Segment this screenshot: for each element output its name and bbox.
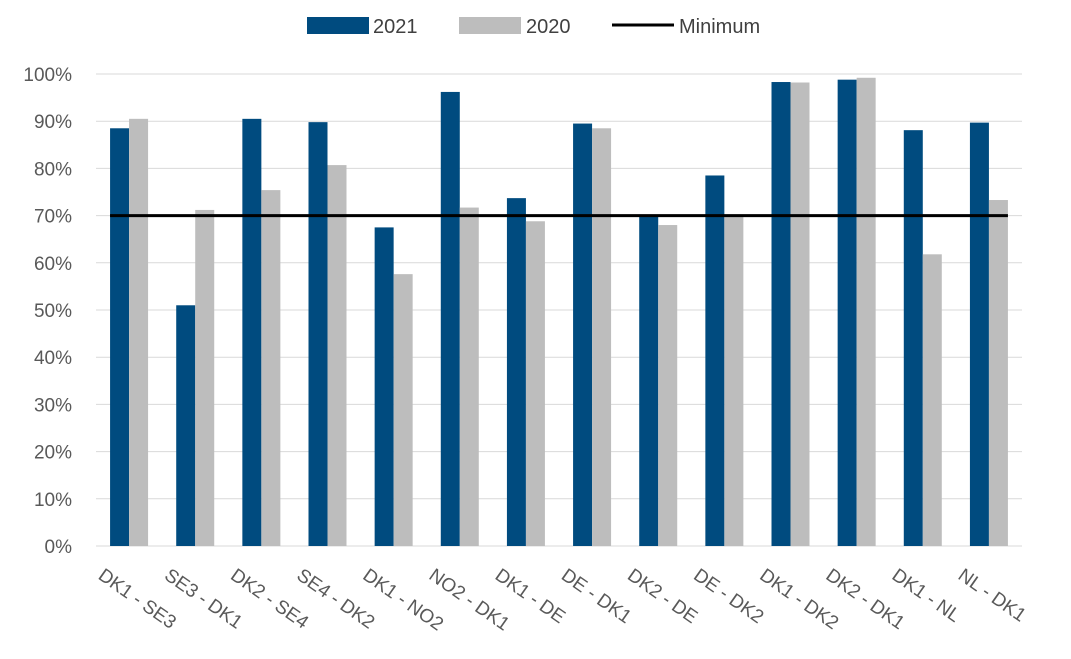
- y-tick-label: 70%: [34, 207, 72, 228]
- bar-2020: [525, 221, 545, 546]
- bar-2021: [506, 198, 526, 547]
- bar-2020: [261, 190, 281, 546]
- y-tick-label: 100%: [23, 65, 72, 86]
- bar-2021: [176, 305, 196, 546]
- bar-2021: [705, 175, 725, 547]
- bar-2020: [459, 207, 479, 547]
- x-category-label: DK2 - DE: [623, 565, 701, 628]
- bar-2021: [573, 123, 593, 546]
- x-category-label: NL - DK1: [954, 565, 1029, 627]
- y-tick-label: 20%: [34, 443, 72, 464]
- legend-swatch-2021: [307, 17, 369, 34]
- bar-2020: [327, 165, 347, 546]
- bar-2020: [195, 209, 215, 546]
- y-tick-label: 10%: [34, 490, 72, 511]
- x-category-label: DE - DK2: [689, 565, 767, 628]
- y-tick-label: 40%: [34, 348, 72, 369]
- bar-2020: [988, 200, 1008, 547]
- bar-2020: [724, 217, 744, 547]
- y-tick-label: 30%: [34, 395, 72, 416]
- legend-label-2020: 2020: [526, 16, 571, 38]
- bar-2021: [771, 82, 791, 547]
- bar-2020: [922, 254, 942, 546]
- gridlines: [96, 73, 1022, 547]
- bar-2021: [639, 216, 659, 546]
- y-tick-label: 50%: [34, 301, 72, 322]
- bar-2021: [110, 128, 130, 546]
- y-tick-label: 0%: [45, 537, 73, 558]
- bar-2021: [440, 91, 460, 546]
- bar-2020: [592, 128, 612, 546]
- y-tick-label: 60%: [34, 254, 72, 275]
- y-axis-tick-labels: 0% 10% 20% 30% 40% 50% 60% 70% 80% 90% 100%: [23, 65, 72, 558]
- bar-2021: [308, 122, 328, 547]
- bar-2020: [658, 225, 678, 547]
- bars: [110, 77, 1008, 547]
- bar-2021: [903, 130, 923, 546]
- bar-2021: [374, 227, 394, 546]
- bar-2021: [837, 79, 857, 546]
- bar-2020: [129, 118, 149, 546]
- legend-label-minimum: Minimum: [679, 16, 760, 38]
- bar-2020: [790, 82, 810, 546]
- bar-2020: [856, 77, 876, 546]
- bar-2020: [393, 274, 413, 546]
- legend: 2021 2020 Minimum: [307, 16, 760, 38]
- legend-swatch-2020: [459, 17, 521, 34]
- bar-2021: [242, 118, 262, 546]
- x-category-label: DE - DK1: [557, 565, 635, 628]
- y-tick-label: 80%: [34, 159, 72, 180]
- legend-label-2021: 2021: [373, 16, 418, 38]
- y-tick-label: 90%: [34, 112, 72, 133]
- bar-2021: [969, 122, 989, 546]
